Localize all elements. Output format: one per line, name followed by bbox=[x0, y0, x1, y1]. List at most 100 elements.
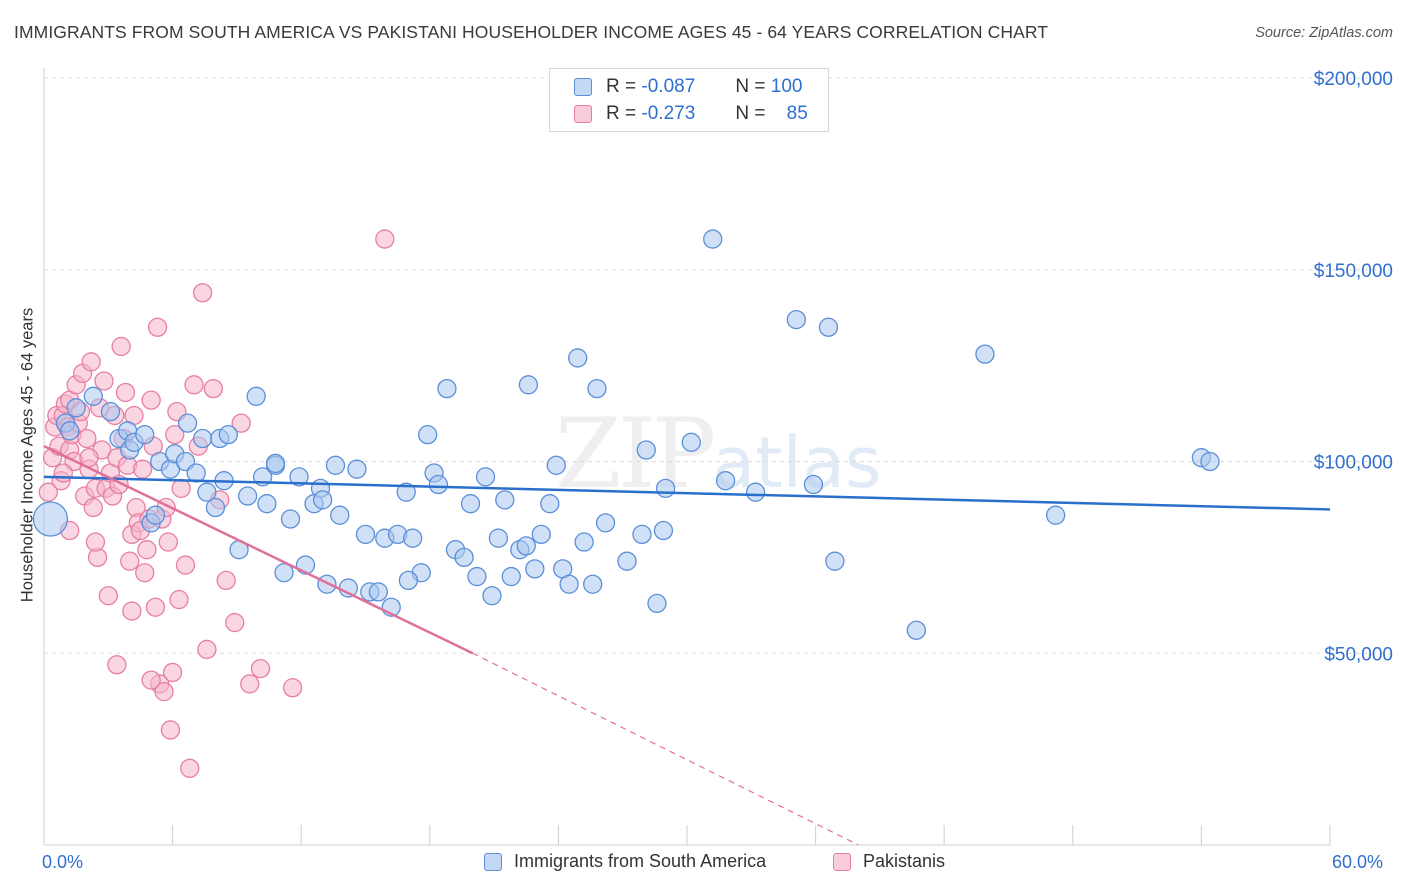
south-america-point bbox=[437, 378, 457, 399]
pakistanis-point bbox=[154, 681, 174, 702]
south-america-point bbox=[632, 524, 652, 545]
south-america-point bbox=[583, 574, 603, 594]
pakistanis-trend-extension bbox=[472, 652, 859, 846]
south-america-point bbox=[177, 413, 198, 433]
south-america-point bbox=[467, 566, 487, 587]
south-america-point bbox=[655, 478, 676, 498]
south-america-point bbox=[347, 459, 367, 479]
pakistanis-point bbox=[171, 478, 191, 498]
south-america-point bbox=[525, 559, 545, 579]
south-america-point bbox=[418, 425, 438, 445]
pakistanis-point bbox=[169, 589, 189, 610]
pakistanis-point bbox=[165, 425, 185, 445]
south-america-point bbox=[403, 528, 423, 548]
pakistanis-point bbox=[53, 463, 73, 483]
legend-r-value: -0.273 bbox=[641, 103, 696, 124]
south-america-point bbox=[218, 425, 238, 445]
pakistanis-point bbox=[81, 352, 101, 372]
south-america-point bbox=[518, 375, 539, 395]
south-america-point bbox=[803, 474, 824, 495]
pakistanis-point bbox=[216, 570, 236, 591]
y-tick-label: $150,000 bbox=[1314, 261, 1393, 282]
pakistanis-point bbox=[122, 601, 142, 621]
source-label: Source: ZipAtlas.com bbox=[1255, 25, 1393, 41]
legend-r-label: R = bbox=[606, 76, 637, 97]
south-america-point bbox=[66, 398, 86, 418]
pakistanis-trend-line bbox=[43, 445, 474, 655]
pakistanis-point bbox=[162, 662, 183, 683]
south-america-point bbox=[257, 494, 277, 514]
south-america-point bbox=[825, 551, 845, 571]
bottom-legend-swatch-blue bbox=[484, 852, 502, 871]
pakistanis-point bbox=[141, 390, 161, 410]
pakistanis-point bbox=[147, 317, 168, 337]
pakistanis-point bbox=[107, 655, 127, 675]
south-america-trend-line bbox=[43, 475, 1331, 511]
legend-n-value: 85 bbox=[786, 103, 808, 124]
south-america-point bbox=[83, 386, 103, 406]
pakistanis-point bbox=[375, 229, 395, 249]
y-tick-label: $50,000 bbox=[1324, 644, 1393, 665]
x-tick-max: 60.0% bbox=[1332, 852, 1384, 872]
trend-lines bbox=[43, 445, 1331, 846]
pakistanis-point bbox=[282, 678, 303, 698]
south-america-point bbox=[475, 467, 496, 487]
south-america-point bbox=[617, 551, 637, 571]
south-america-point bbox=[280, 509, 301, 529]
south-america-point bbox=[396, 482, 416, 502]
y-tick-label: $100,000 bbox=[1314, 453, 1393, 474]
pakistanis-point bbox=[94, 371, 114, 391]
south-america-point bbox=[32, 501, 69, 537]
pakistanis-point bbox=[175, 555, 196, 575]
south-america-point bbox=[368, 582, 389, 602]
south-america-point bbox=[355, 524, 376, 545]
south-america-point bbox=[482, 586, 502, 606]
legend-row-south-america: R = -0.087 N = 100 bbox=[574, 74, 802, 100]
legend-swatch-blue bbox=[574, 78, 592, 96]
south-america-point bbox=[574, 532, 594, 552]
pakistanis-point bbox=[203, 378, 223, 399]
south-america-point bbox=[568, 348, 588, 368]
south-america-point bbox=[495, 490, 515, 510]
south-america-point bbox=[135, 425, 155, 445]
bottom-legend-pakistanis: Pakistanis bbox=[833, 851, 945, 872]
south-america-point bbox=[703, 229, 723, 249]
south-america-point bbox=[906, 620, 926, 640]
south-america-point bbox=[289, 467, 309, 487]
south-america-point bbox=[516, 536, 536, 556]
south-america-point bbox=[1200, 451, 1220, 472]
south-america-point bbox=[274, 563, 294, 583]
chart-title: IMMIGRANTS FROM SOUTH AMERICA VS PAKISTA… bbox=[14, 22, 1049, 42]
south-america-point bbox=[428, 474, 449, 495]
pakistanis-point bbox=[184, 375, 204, 395]
pakistanis-point bbox=[197, 639, 217, 660]
south-america-point bbox=[197, 482, 217, 502]
south-america-point bbox=[647, 593, 667, 614]
pakistanis-point bbox=[231, 413, 251, 433]
south-america-point bbox=[205, 497, 226, 518]
south-america-point bbox=[454, 547, 474, 568]
legend-n-label: N = bbox=[735, 76, 766, 97]
south-america-points bbox=[32, 229, 1220, 640]
grid-lines bbox=[44, 77, 1394, 654]
south-america-point bbox=[237, 486, 258, 506]
pakistanis-point bbox=[180, 758, 200, 778]
pakistanis-point bbox=[38, 482, 58, 502]
bottom-legend-label: Pakistanis bbox=[863, 851, 946, 871]
south-america-point bbox=[265, 453, 286, 474]
pakistanis-point bbox=[145, 597, 166, 617]
south-america-point bbox=[531, 524, 551, 545]
south-america-point bbox=[587, 378, 607, 399]
south-america-point bbox=[745, 482, 766, 502]
y-tick-labels: $50,000 $100,000 $150,000 $200,000 bbox=[1314, 69, 1393, 665]
pakistanis-point bbox=[120, 551, 140, 571]
south-america-point bbox=[546, 455, 566, 475]
pakistanis-point bbox=[141, 670, 161, 690]
south-america-point bbox=[246, 386, 266, 406]
x-tick-min: 0.0% bbox=[42, 852, 84, 872]
pakistanis-point bbox=[115, 382, 136, 403]
south-america-point bbox=[653, 520, 674, 541]
south-america-point bbox=[145, 505, 166, 525]
pakistanis-point bbox=[225, 612, 245, 633]
south-america-point bbox=[786, 309, 806, 330]
